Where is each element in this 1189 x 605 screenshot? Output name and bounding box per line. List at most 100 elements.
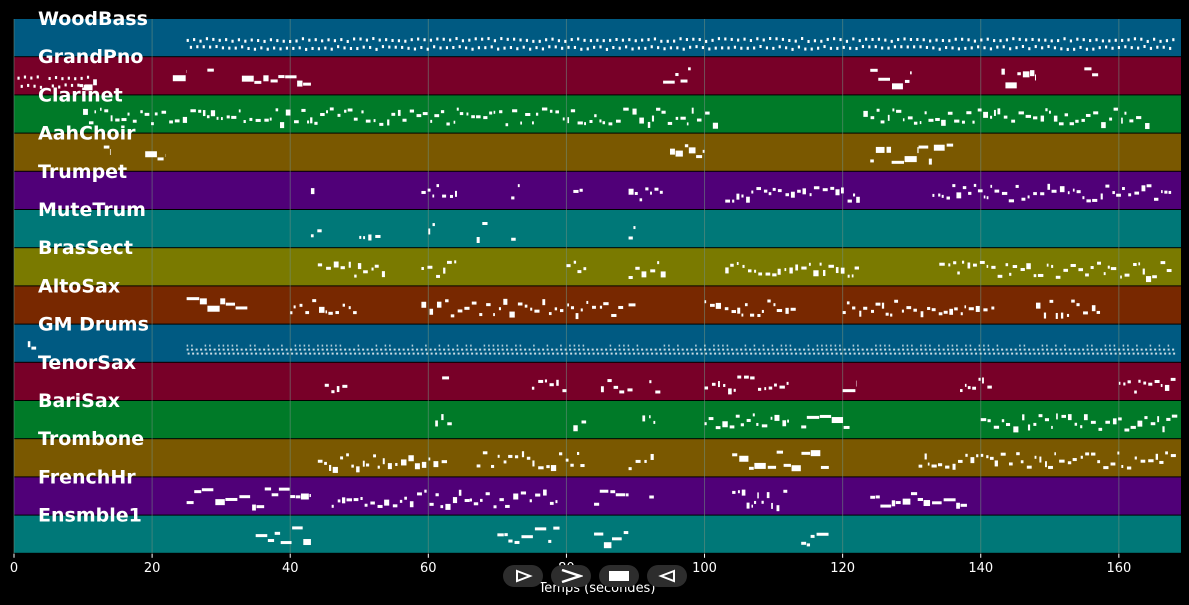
note-cluster [1084, 67, 1099, 77]
note-cluster [79, 79, 97, 91]
track-lane [14, 324, 1181, 362]
note-cluster [704, 413, 789, 430]
note-cluster [27, 341, 37, 350]
track-label: Trombone [38, 428, 144, 450]
rewind-button[interactable] [647, 565, 687, 587]
note-cluster [725, 186, 860, 203]
note-cluster [17, 75, 43, 89]
note-cluster [642, 415, 656, 424]
note-cluster [421, 260, 457, 278]
note-cluster [566, 260, 587, 274]
note-cluster [628, 261, 666, 280]
note-cluster [317, 453, 448, 473]
track-lane [14, 57, 1181, 95]
track-label: BrasSect [38, 237, 133, 259]
note-cluster [649, 495, 654, 499]
note-cluster [476, 451, 585, 472]
play-button[interactable] [503, 565, 543, 587]
note-cluster [1035, 299, 1101, 319]
note-cluster [1118, 377, 1176, 394]
note-cluster [103, 145, 111, 156]
note-cluster [628, 303, 636, 307]
note-cluster [842, 299, 995, 318]
axis-tick-label: 160 [1106, 561, 1131, 576]
note-cluster [980, 413, 1178, 433]
note-cluster [939, 260, 1172, 283]
stop-button[interactable] [599, 565, 639, 587]
note-cluster [172, 69, 187, 82]
note-cluster [842, 380, 857, 393]
note-cluster [863, 107, 1150, 130]
note-cluster [497, 526, 560, 544]
note-cluster [594, 489, 629, 506]
track-label: Clarinet [38, 84, 123, 106]
axis-tick-label: 120 [830, 561, 855, 576]
note-cluster [725, 261, 859, 278]
note-cluster [421, 184, 457, 198]
track-lane [14, 171, 1181, 209]
track-lane [14, 286, 1181, 324]
axis-tick-label: 140 [968, 561, 993, 576]
note-cluster [918, 143, 954, 165]
track-lane [14, 362, 1181, 400]
note-cluster [145, 151, 166, 161]
track-label: BariSax [38, 390, 120, 412]
track-label: WoodBass [38, 8, 148, 30]
note-cluster [359, 234, 381, 241]
track-label: MuteTrum [38, 199, 146, 221]
note-cluster [801, 532, 829, 547]
note-cluster [918, 451, 1176, 470]
note-cluster [476, 222, 488, 243]
note-cluster [186, 344, 1176, 355]
track-lane [14, 439, 1181, 477]
next-icon [561, 569, 583, 583]
note-cluster [573, 188, 583, 193]
next-button[interactable] [551, 565, 591, 587]
track-lanes [14, 19, 1181, 553]
note-cluster [628, 187, 663, 202]
note-cluster [255, 526, 311, 546]
note-cluster [704, 375, 789, 395]
track-labels: WoodBass GrandPno Clarinet AahChoir Trumpet M… [38, 8, 149, 527]
play-icon [516, 569, 533, 583]
note-cluster [531, 379, 567, 393]
axis-tick-label: 60 [420, 561, 437, 576]
note-cluster [317, 261, 385, 278]
track-label: Ensmble1 [38, 505, 142, 527]
note-cluster [704, 299, 796, 318]
note-layer [17, 37, 1178, 549]
note-cluster [241, 75, 311, 87]
note-cluster [594, 531, 629, 549]
note-cluster [511, 184, 520, 200]
note-cluster [870, 146, 919, 164]
track-lane [14, 248, 1181, 286]
track-label: GrandPno [38, 46, 143, 68]
track-lane [14, 133, 1181, 171]
rewind-icon [658, 569, 675, 583]
note-cluster [870, 68, 912, 90]
track-label: AahChoir [38, 123, 136, 145]
track-label: TenorSax [38, 352, 136, 374]
track-lane [14, 210, 1181, 248]
note-cluster [732, 489, 788, 512]
playback-controls [503, 565, 689, 587]
track-lane [14, 19, 1181, 57]
note-cluster [324, 383, 348, 394]
track-label: GM Drums [38, 314, 149, 336]
stop-icon [609, 571, 629, 581]
note-cluster [421, 298, 624, 320]
note-cluster [186, 37, 1175, 51]
note-cluster [670, 144, 705, 159]
note-cluster [428, 223, 435, 235]
time-grid [13, 19, 1120, 554]
axis-tick-label: 0 [10, 561, 18, 576]
note-cluster [310, 229, 322, 238]
note-cluster [469, 489, 558, 509]
note-cluster [628, 453, 654, 471]
axis-tick-label: 100 [692, 561, 717, 576]
note-cluster [600, 379, 633, 394]
note-cluster [48, 75, 90, 89]
track-lane [14, 477, 1181, 515]
track-label: FrenchHr [38, 466, 136, 488]
track-label: AltoSax [38, 275, 120, 297]
